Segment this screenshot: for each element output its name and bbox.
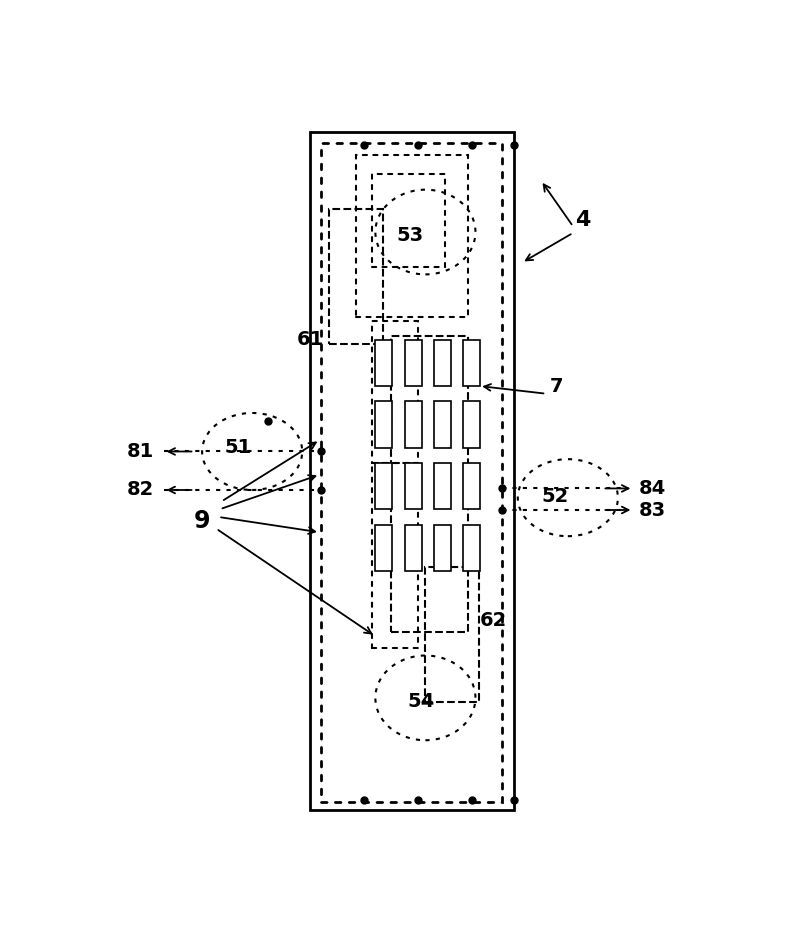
Bar [434, 463, 451, 509]
Text: 51: 51 [225, 439, 252, 457]
Bar [375, 463, 392, 509]
Bar [329, 209, 383, 344]
Bar [375, 402, 392, 448]
Text: 7: 7 [550, 377, 563, 395]
Bar [405, 525, 422, 571]
Bar [434, 340, 451, 386]
Text: 81: 81 [127, 442, 154, 461]
Bar [463, 525, 480, 571]
Text: 62: 62 [479, 611, 506, 630]
Text: 52: 52 [541, 486, 568, 505]
Text: 9: 9 [194, 509, 210, 532]
Bar [322, 144, 502, 802]
Bar [426, 567, 479, 701]
Bar [434, 525, 451, 571]
Bar [405, 340, 422, 386]
Bar [375, 525, 392, 571]
Bar [405, 402, 422, 448]
Text: 54: 54 [408, 692, 435, 711]
Bar [434, 402, 451, 448]
Bar [390, 336, 468, 633]
Bar [371, 175, 445, 267]
Bar [371, 463, 418, 648]
Bar [463, 402, 480, 448]
Bar [405, 463, 422, 509]
Text: 82: 82 [127, 481, 154, 500]
Text: 61: 61 [296, 331, 323, 349]
Bar [356, 155, 468, 316]
Text: 83: 83 [639, 500, 666, 519]
Text: 84: 84 [639, 479, 666, 498]
Bar [375, 340, 392, 386]
Bar [310, 132, 514, 809]
Text: 4: 4 [575, 210, 591, 230]
Bar [463, 463, 480, 509]
Bar [371, 320, 418, 463]
Bar [463, 340, 480, 386]
Text: 53: 53 [397, 226, 423, 245]
